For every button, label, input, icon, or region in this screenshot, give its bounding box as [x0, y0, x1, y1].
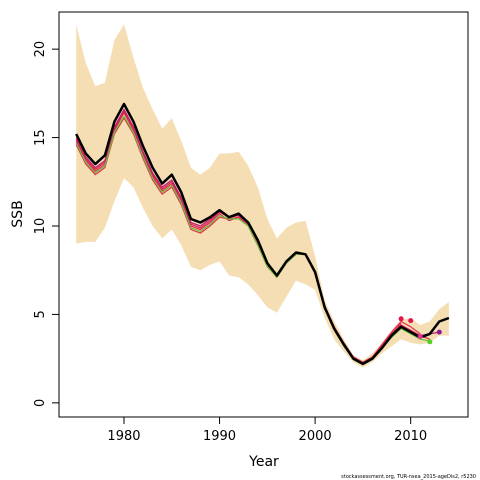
endpoint-marker-2 — [417, 334, 423, 339]
x-tick-label: 1980 — [107, 429, 140, 444]
endpoint-marker-1 — [408, 318, 414, 324]
x-tick-label: 2010 — [394, 429, 427, 444]
x-tick-label: 1990 — [203, 429, 236, 444]
endpoint-marker-4 — [436, 329, 442, 335]
y-tick-label: 15 — [33, 129, 48, 146]
series-layer — [75, 102, 450, 366]
endpoint-layer — [398, 316, 442, 345]
y-tick-label: 5 — [33, 310, 48, 318]
credit-text: stockassessment.org, TUR-nsea_2015-ageDi… — [341, 474, 476, 480]
y-axis-title: SSB — [10, 200, 26, 227]
y-tick-label: 20 — [33, 41, 48, 58]
y-tick-label: 0 — [33, 399, 48, 407]
endpoint-marker-3 — [427, 339, 433, 345]
y-axis: 0 5 10 15 20 — [33, 41, 59, 407]
y-tick-label: 10 — [33, 218, 48, 235]
x-axis-title: Year — [248, 454, 279, 470]
ssb-main-line — [75, 102, 450, 366]
endpoint-marker-0 — [398, 316, 404, 322]
x-tick-label: 2000 — [299, 429, 332, 444]
confidence-band-layer — [76, 24, 449, 368]
plot-frame — [58, 11, 469, 418]
x-axis: 1980 1990 2000 2010 — [107, 417, 427, 444]
confidence-band — [76, 24, 449, 368]
